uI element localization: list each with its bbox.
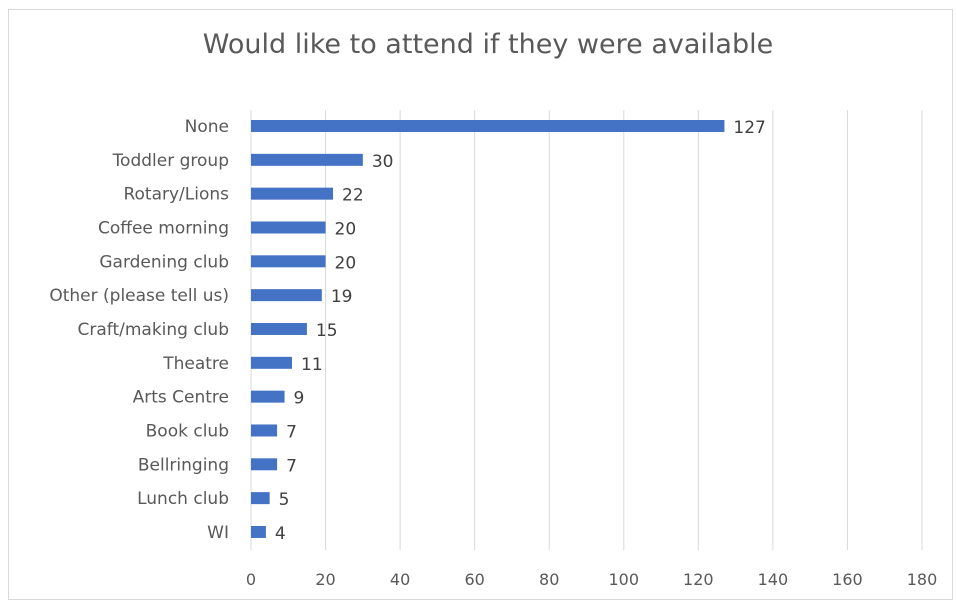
gridlines xyxy=(250,110,923,550)
category-label: Rotary/Lions xyxy=(123,185,229,205)
bar xyxy=(251,255,326,268)
category-label: Lunch club xyxy=(137,489,229,509)
bar xyxy=(251,289,322,302)
bar xyxy=(251,424,278,437)
bar-chart: Would like to attend if they were availa… xyxy=(49,29,937,589)
x-tick-label: 40 xyxy=(390,570,410,589)
data-label: 20 xyxy=(335,253,357,273)
bar xyxy=(251,322,307,335)
category-label: Book club xyxy=(146,421,229,441)
x-axis-tick-labels: 0 20 40 60 80 100 120 140 160 180 xyxy=(246,570,937,589)
bar xyxy=(251,356,293,369)
data-label: 20 xyxy=(335,219,357,239)
data-label: 11 xyxy=(301,355,323,375)
data-label: 5 xyxy=(279,490,290,510)
x-tick-label: 100 xyxy=(609,570,640,589)
bar xyxy=(251,458,278,471)
x-tick-label: 80 xyxy=(539,570,559,589)
bar xyxy=(251,153,363,166)
bar xyxy=(251,492,270,505)
chart-title: Would like to attend if they were availa… xyxy=(203,29,773,60)
category-label: Toddler group xyxy=(112,151,229,171)
x-tick-label: 60 xyxy=(464,570,484,589)
bar xyxy=(251,221,326,234)
category-label: Gardening club xyxy=(99,252,229,272)
bar xyxy=(251,187,334,200)
data-labels: 127 30 22 20 20 19 15 11 9 7 7 5 4 xyxy=(275,118,766,544)
x-tick-label: 140 xyxy=(758,570,789,589)
category-label: Coffee morning xyxy=(98,218,229,238)
data-label: 7 xyxy=(286,422,297,442)
category-label: Other (please tell us) xyxy=(49,286,229,306)
category-labels: None Toddler group Rotary/Lions Coffee morn… xyxy=(49,117,229,543)
bar xyxy=(251,525,266,538)
category-label: Craft/making club xyxy=(77,320,229,340)
x-tick-label: 0 xyxy=(246,570,256,589)
data-label: 19 xyxy=(331,287,353,307)
category-label: Bellringing xyxy=(138,455,229,475)
x-tick-label: 20 xyxy=(315,570,335,589)
data-label: 4 xyxy=(275,524,286,544)
x-tick-label: 180 xyxy=(907,570,938,589)
x-tick-label: 160 xyxy=(832,570,863,589)
data-label: 15 xyxy=(316,321,338,341)
bar xyxy=(251,120,725,132)
chart-frame: Would like to attend if they were availa… xyxy=(8,9,953,600)
data-label: 7 xyxy=(286,456,297,476)
bar xyxy=(251,390,285,403)
category-label: Arts Centre xyxy=(133,388,229,408)
bars xyxy=(251,120,725,538)
data-label: 30 xyxy=(372,152,394,172)
data-label: 9 xyxy=(294,389,305,409)
category-label: Theatre xyxy=(162,354,229,374)
category-label: WI xyxy=(207,523,229,543)
data-label: 127 xyxy=(733,118,765,138)
x-tick-label: 120 xyxy=(683,570,714,589)
data-label: 22 xyxy=(342,186,364,206)
category-label: None xyxy=(185,117,229,137)
